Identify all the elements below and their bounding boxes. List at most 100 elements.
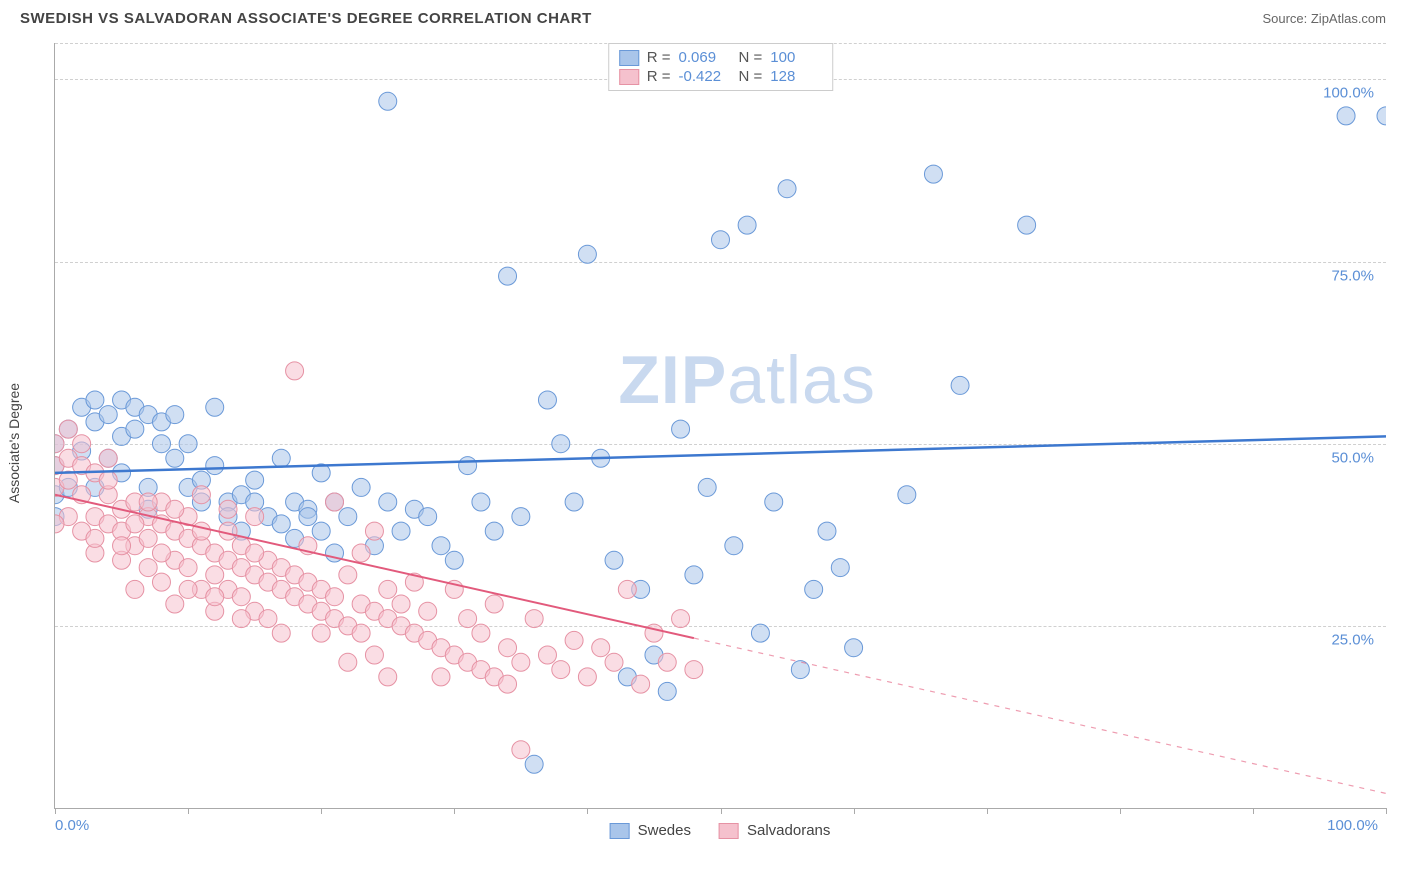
legend-r-label: R = [647,68,671,85]
scatter-point [99,471,117,489]
chart-title: SWEDISH VS SALVADORAN ASSOCIATE'S DEGREE… [20,10,592,27]
scatter-point [232,610,250,628]
scatter-point [392,595,410,613]
x-tick [587,808,588,814]
scatter-point [166,449,184,467]
legend-r-label: R = [647,49,671,66]
scatter-point [113,537,131,555]
scatter-point [86,391,104,409]
scatter-point [126,580,144,598]
scatter-point [738,216,756,234]
scatter-point [272,449,290,467]
scatter-point [565,493,583,511]
scatter-point [658,653,676,671]
scatter-point [352,544,370,562]
scatter-point [725,537,743,555]
scatter-point [166,406,184,424]
scatter-point [246,508,264,526]
scatter-point [86,529,104,547]
scatter-point [179,435,197,453]
scatter-point [206,457,224,475]
scatter-point [365,646,383,664]
scatter-point [1337,107,1355,125]
scatter-point [206,398,224,416]
trend-line [55,436,1386,472]
scatter-point [485,595,503,613]
source-name: ZipAtlas.com [1311,11,1386,26]
scatter-point [672,420,690,438]
scatter-point [432,668,450,686]
scatter-point [379,92,397,110]
legend-swatch [619,69,639,85]
source-prefix: Source: [1262,11,1310,26]
scatter-point [312,522,330,540]
scatter-point [232,588,250,606]
scatter-point [192,486,210,504]
scatter-point [55,435,64,453]
scatter-point [485,522,503,540]
legend-bottom-item: Salvadorans [719,822,830,839]
scatter-point [339,508,357,526]
scatter-point [472,624,490,642]
scatter-point [592,639,610,657]
legend-n-label: N = [739,68,763,85]
scatter-point [206,588,224,606]
scatter-point [419,602,437,620]
x-tick [987,808,988,814]
scatter-point [352,624,370,642]
scatter-point [365,522,383,540]
scatter-point [259,610,277,628]
scatter-point [512,741,530,759]
scatter-point [459,610,477,628]
legend-n-label: N = [739,49,763,66]
scatter-point [99,449,117,467]
scatter-point [219,500,237,518]
scatter-point [512,508,530,526]
plot-area: ZIPatlas R =0.069N =100R =-0.422N =128 2… [54,43,1386,809]
scatter-point [139,493,157,511]
scatter-point [272,624,290,642]
scatter-point [765,493,783,511]
scatter-point [179,580,197,598]
scatter-svg [55,43,1386,808]
x-tick-label: 100.0% [1327,817,1378,834]
x-tick [854,808,855,814]
scatter-point [312,624,330,642]
scatter-point [712,231,730,249]
legend-swatch [719,823,739,839]
scatter-point [432,537,450,555]
scatter-point [578,245,596,263]
legend-n-value: 128 [770,68,822,85]
series-legend: SwedesSalvadorans [610,822,831,839]
scatter-point [658,682,676,700]
scatter-point [286,362,304,380]
scatter-point [525,755,543,773]
scatter-point [392,522,410,540]
x-tick [55,808,56,814]
scatter-point [565,631,583,649]
scatter-point [672,610,690,628]
legend-top-row: R = -0.422 N = 128 [619,67,823,86]
x-tick [321,808,322,814]
scatter-point [73,435,91,453]
chart-container: Associate's Degree ZIPatlas R =0.069N =1… [54,33,1386,853]
scatter-point [818,522,836,540]
scatter-point [1377,107,1386,125]
scatter-point [778,180,796,198]
x-tick [188,808,189,814]
scatter-point [632,675,650,693]
scatter-point [578,668,596,686]
legend-swatch [619,50,639,66]
scatter-point [845,639,863,657]
scatter-point [751,624,769,642]
scatter-point [499,639,517,657]
legend-r-value: -0.422 [679,68,731,85]
scatter-point [246,471,264,489]
scatter-point [206,566,224,584]
x-tick [721,808,722,814]
scatter-point [419,508,437,526]
scatter-point [379,668,397,686]
scatter-point [352,478,370,496]
scatter-point [339,653,357,671]
scatter-point [605,551,623,569]
